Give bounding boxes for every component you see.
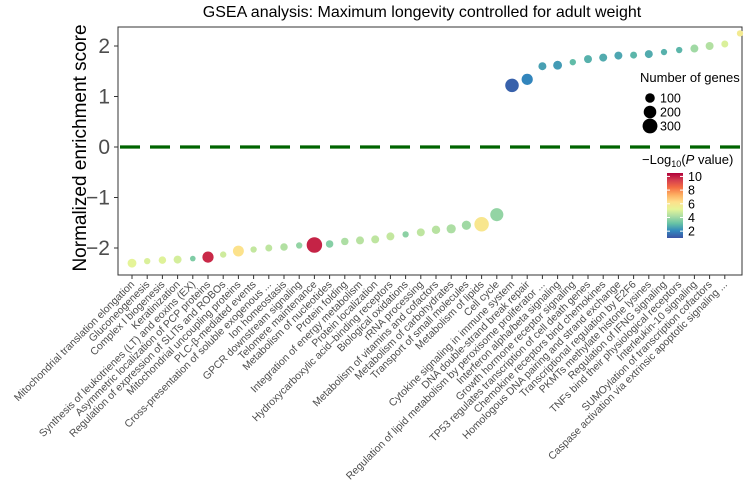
data-point	[569, 58, 576, 66]
data-point	[296, 242, 303, 249]
data-point	[202, 251, 214, 263]
y-tick-label: 1	[98, 86, 110, 109]
size-legend-dot	[645, 93, 655, 103]
data-point	[474, 217, 489, 232]
data-point	[416, 228, 425, 237]
data-point	[386, 232, 395, 241]
data-point	[676, 46, 683, 54]
data-point	[431, 225, 441, 235]
color-legend-label: 2	[688, 225, 695, 239]
color-legend-title-paren: (	[681, 152, 686, 167]
size-legend-label: 200	[660, 106, 681, 120]
color-legend-title-italic: P	[686, 152, 695, 167]
data-points	[127, 30, 744, 268]
data-point	[173, 255, 182, 264]
data-point	[280, 243, 288, 251]
y-tick-label: 2	[98, 35, 110, 58]
color-legend-bar	[667, 173, 683, 238]
y-tick-label: −2	[86, 237, 110, 260]
data-point	[690, 44, 699, 53]
data-point	[220, 251, 227, 258]
data-point	[265, 244, 273, 252]
color-legend-title-suffix: value)	[694, 152, 733, 167]
data-point	[356, 236, 364, 245]
data-point	[446, 224, 456, 234]
data-point	[402, 231, 409, 238]
data-point	[660, 48, 668, 56]
data-point	[250, 246, 257, 253]
data-point	[232, 245, 244, 257]
data-point	[705, 42, 714, 50]
data-point	[599, 53, 608, 62]
size-legend-title: Number of genes	[640, 70, 740, 85]
data-point	[614, 51, 623, 60]
data-point	[144, 257, 151, 265]
data-point	[461, 220, 472, 230]
x-axis-tick-labels: Mitochondrial translation elongationGluc…	[12, 275, 730, 482]
size-legend-dot	[642, 118, 658, 134]
size-legend-label: 100	[660, 92, 681, 106]
data-point	[158, 256, 167, 264]
y-tick-label: −1	[86, 187, 110, 210]
data-point	[505, 78, 519, 93]
color-legend-title-prefix: −Log	[642, 152, 671, 167]
data-point	[538, 62, 547, 71]
color-legend-title-sub: 10	[671, 159, 681, 169]
data-point	[736, 30, 744, 37]
data-point	[127, 258, 137, 268]
plot-panel	[117, 26, 743, 276]
y-tick-label: 0	[98, 136, 110, 159]
data-point	[721, 40, 729, 48]
data-point	[553, 60, 563, 70]
size-legend-label: 300	[660, 120, 681, 134]
y-axis-label: Normalized enrichment score	[70, 24, 91, 271]
chart-title: GSEA analysis: Maximum longevity control…	[203, 4, 642, 21]
data-point	[189, 255, 196, 262]
data-point	[521, 73, 533, 85]
data-point	[325, 240, 334, 248]
data-point	[306, 237, 323, 253]
y-axis-ticks: −2 −1 0 1 2	[86, 35, 118, 260]
data-point	[644, 50, 653, 59]
data-point	[584, 55, 592, 64]
color-legend-label: 4	[688, 211, 695, 225]
data-point	[371, 235, 380, 244]
color-legend-label: 8	[688, 184, 695, 198]
color-legend-title: −Log10(P value)	[642, 152, 733, 169]
data-point	[490, 208, 504, 222]
data-point	[341, 237, 349, 246]
color-legend-label: 10	[688, 170, 702, 184]
color-legend-label: 6	[688, 197, 695, 211]
data-point	[630, 51, 638, 59]
size-legend-dot	[643, 105, 657, 119]
